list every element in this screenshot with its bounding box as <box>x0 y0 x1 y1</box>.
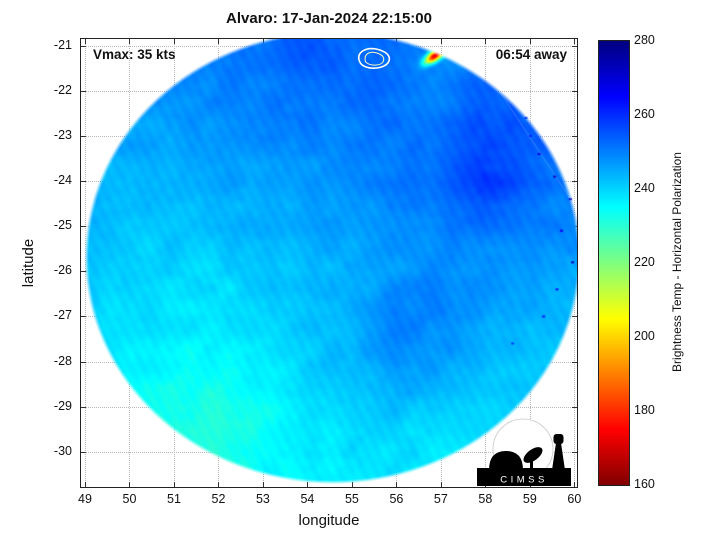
logo-ground <box>477 468 571 472</box>
colorbar-tick-label: 280 <box>634 33 655 47</box>
logo-dish-antenna <box>523 447 543 463</box>
vmax-label: Vmax: 35 kts <box>93 47 176 62</box>
x-tick-label: 49 <box>78 492 92 506</box>
x-tick-label: 54 <box>300 492 315 506</box>
x-tick-label: 50 <box>122 492 137 506</box>
colorbar-tick-label: 200 <box>634 329 655 343</box>
cimss-logo: CIMSS <box>477 418 571 486</box>
x-tick-label: 56 <box>389 492 404 506</box>
x-tick-label: 57 <box>433 492 448 506</box>
logo-dish-mount <box>530 460 533 470</box>
cimss-logo-text: CIMSS <box>500 475 548 486</box>
logo-text-band <box>477 471 571 486</box>
logo-observatory-dome <box>489 451 523 470</box>
x-axis-label: longitude <box>298 512 360 529</box>
eta-label: 06:54 away <box>495 47 567 62</box>
colorbar <box>598 40 630 486</box>
logo-tower-tank <box>553 434 564 444</box>
plot-title: Alvaro: 17-Jan-2024 22:15:00 <box>226 10 432 27</box>
logo-tower <box>552 443 565 470</box>
colorbar-tick-label: 260 <box>634 107 655 121</box>
colorbar-tick-label: 220 <box>634 255 655 269</box>
colorbar-tick-label: 180 <box>634 403 655 417</box>
plot-area: Vmax: 35 kts 06:54 away CIMSS <box>80 38 578 488</box>
x-tick-label: 52 <box>211 492 226 506</box>
x-tick-label: 60 <box>567 492 582 506</box>
colorbar-label: Brightness Temp - Horizontal Polarizatio… <box>670 152 684 372</box>
x-tick-label: 59 <box>522 492 537 506</box>
satellite-swath-image <box>81 39 577 487</box>
y-axis-label: latitude <box>20 238 37 288</box>
x-tick-label: 55 <box>344 492 359 506</box>
x-tick-label: 58 <box>478 492 493 506</box>
x-tick-label: 53 <box>255 492 270 506</box>
colorbar-gradient <box>599 41 629 485</box>
colorbar-tick-label: 160 <box>634 477 655 491</box>
colorbar-tick-label: 240 <box>634 181 655 195</box>
x-tick-label: 51 <box>167 492 181 506</box>
